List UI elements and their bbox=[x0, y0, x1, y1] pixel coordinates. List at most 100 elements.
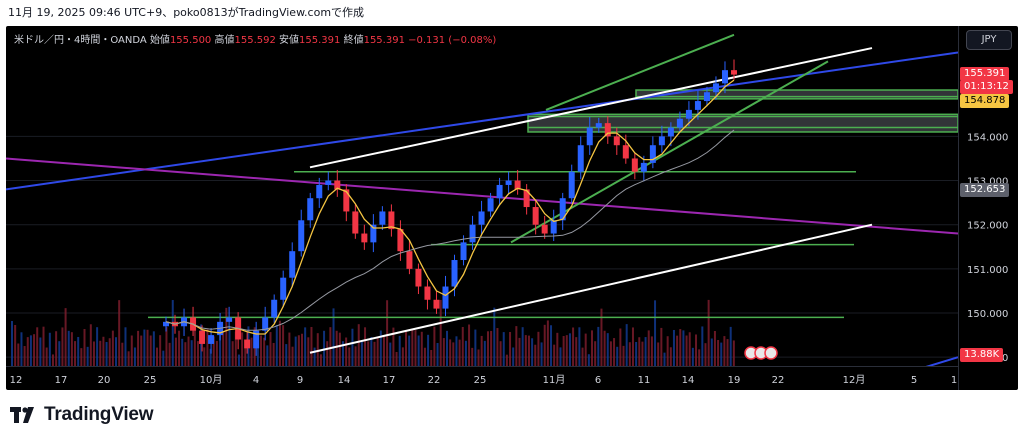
candle-body bbox=[505, 180, 512, 185]
volume-bar bbox=[48, 332, 51, 366]
volume-bar bbox=[92, 341, 95, 366]
candle-body bbox=[694, 101, 701, 110]
candle-body bbox=[631, 158, 638, 172]
candle-body bbox=[721, 70, 728, 84]
volume-bar bbox=[613, 338, 616, 366]
open-value: 155.500 bbox=[169, 35, 212, 46]
time-tick-14: 14 bbox=[682, 375, 695, 386]
candle-body bbox=[388, 211, 395, 230]
candle-body bbox=[622, 145, 629, 159]
volume-bar bbox=[654, 300, 657, 366]
volume-bar bbox=[329, 327, 332, 366]
volume-bar bbox=[146, 329, 149, 366]
volume-bar bbox=[688, 332, 691, 366]
candle-body bbox=[199, 330, 206, 344]
candle-body bbox=[604, 123, 611, 137]
volume-bar bbox=[376, 337, 379, 366]
volume-bar bbox=[439, 299, 442, 366]
volume-bar bbox=[625, 324, 628, 366]
price-tick-0: 154.000 bbox=[967, 132, 1008, 143]
volume-bar bbox=[509, 331, 512, 366]
candle-body bbox=[649, 145, 656, 163]
volume-bar bbox=[669, 347, 672, 366]
volume-bar bbox=[657, 342, 660, 366]
candle-body bbox=[658, 136, 665, 146]
volume-bar bbox=[461, 326, 464, 366]
volume-bar bbox=[304, 327, 307, 366]
volume-bar bbox=[36, 327, 39, 366]
volume-bar bbox=[231, 341, 234, 366]
volume-bar bbox=[250, 337, 253, 366]
time-axis[interactable]: 12 17 20 25 10月 4 9 14 17 22 25 11月 6 11 14 19 22 12月 5 1 bbox=[6, 366, 958, 390]
volume-bar bbox=[386, 300, 389, 366]
volume-bar bbox=[51, 354, 54, 366]
volume-bar bbox=[367, 341, 370, 366]
volume-bar bbox=[203, 347, 206, 366]
volume-bar bbox=[707, 299, 710, 366]
chart-frame[interactable]: 米ドル／円・4時間・OANDA 始値155.500 高値155.592 安値15… bbox=[6, 26, 1018, 390]
trend-line-blue-lower bbox=[925, 356, 958, 366]
candle-body bbox=[334, 180, 341, 190]
volume-bar bbox=[143, 329, 146, 366]
candle-body bbox=[532, 207, 539, 225]
time-tick-6: 9 bbox=[297, 375, 303, 386]
volume-bar bbox=[644, 337, 647, 366]
volume-bar bbox=[105, 342, 108, 366]
volume-bar bbox=[559, 347, 562, 366]
volume-bar bbox=[534, 344, 537, 366]
volume-bar bbox=[527, 335, 530, 366]
volume-bar bbox=[187, 336, 190, 366]
volume-bar bbox=[99, 340, 102, 366]
trend-line-magenta bbox=[6, 157, 958, 235]
candle-body bbox=[307, 198, 314, 221]
candle-body bbox=[523, 189, 530, 208]
tradingview-logo[interactable]: TradingView bbox=[10, 404, 154, 426]
supply-zone-0 bbox=[635, 89, 958, 100]
volume-bar bbox=[118, 300, 121, 366]
volume-bar bbox=[212, 336, 215, 366]
volume-bar bbox=[679, 329, 682, 366]
volume-bar bbox=[228, 327, 231, 366]
volume-bar bbox=[572, 327, 575, 366]
volume-bar bbox=[597, 326, 600, 366]
volume-bar bbox=[486, 331, 489, 366]
candle-body bbox=[442, 286, 449, 309]
volume-bar bbox=[553, 344, 556, 366]
volume-bar bbox=[291, 346, 294, 366]
volume-bar bbox=[405, 330, 408, 366]
candle-body bbox=[361, 233, 368, 243]
trend-line-green-upper bbox=[545, 33, 735, 111]
volume-bar bbox=[606, 333, 609, 366]
volume-bar bbox=[263, 337, 266, 366]
volume-bar bbox=[86, 346, 89, 366]
volume-bar bbox=[647, 330, 650, 366]
volume-bar bbox=[282, 325, 285, 366]
volume-bar bbox=[338, 332, 341, 366]
time-tick-12: 6 bbox=[595, 375, 601, 386]
volume-bar bbox=[455, 336, 458, 366]
trend-line-white-upper bbox=[309, 47, 873, 169]
close-label: 終値 bbox=[343, 35, 364, 46]
candle-body bbox=[550, 220, 557, 234]
countdown-badge: 01:13:12 bbox=[960, 80, 1013, 94]
volume-bar bbox=[244, 347, 247, 366]
volume-bar bbox=[490, 330, 493, 366]
open-label: 始値 bbox=[149, 35, 170, 46]
ma-long bbox=[165, 129, 735, 331]
volume-bar bbox=[389, 342, 392, 366]
price-tick-4: 150.000 bbox=[967, 309, 1008, 320]
trend-line-white-lower bbox=[309, 223, 873, 354]
time-tick-9: 22 bbox=[428, 375, 441, 386]
volume-bar bbox=[348, 347, 351, 366]
low-value: 155.391 bbox=[299, 35, 341, 46]
price-plot[interactable] bbox=[6, 26, 958, 366]
currency-button[interactable]: JPY bbox=[966, 30, 1012, 50]
time-tick-2: 20 bbox=[98, 375, 111, 386]
volume-bar bbox=[631, 327, 634, 366]
volume-bar bbox=[578, 327, 581, 366]
volume-bar bbox=[200, 324, 203, 366]
volume-bar bbox=[537, 331, 540, 366]
trend-line-blue bbox=[6, 51, 958, 191]
volume-bar bbox=[581, 347, 584, 366]
volume-bar bbox=[382, 336, 385, 366]
